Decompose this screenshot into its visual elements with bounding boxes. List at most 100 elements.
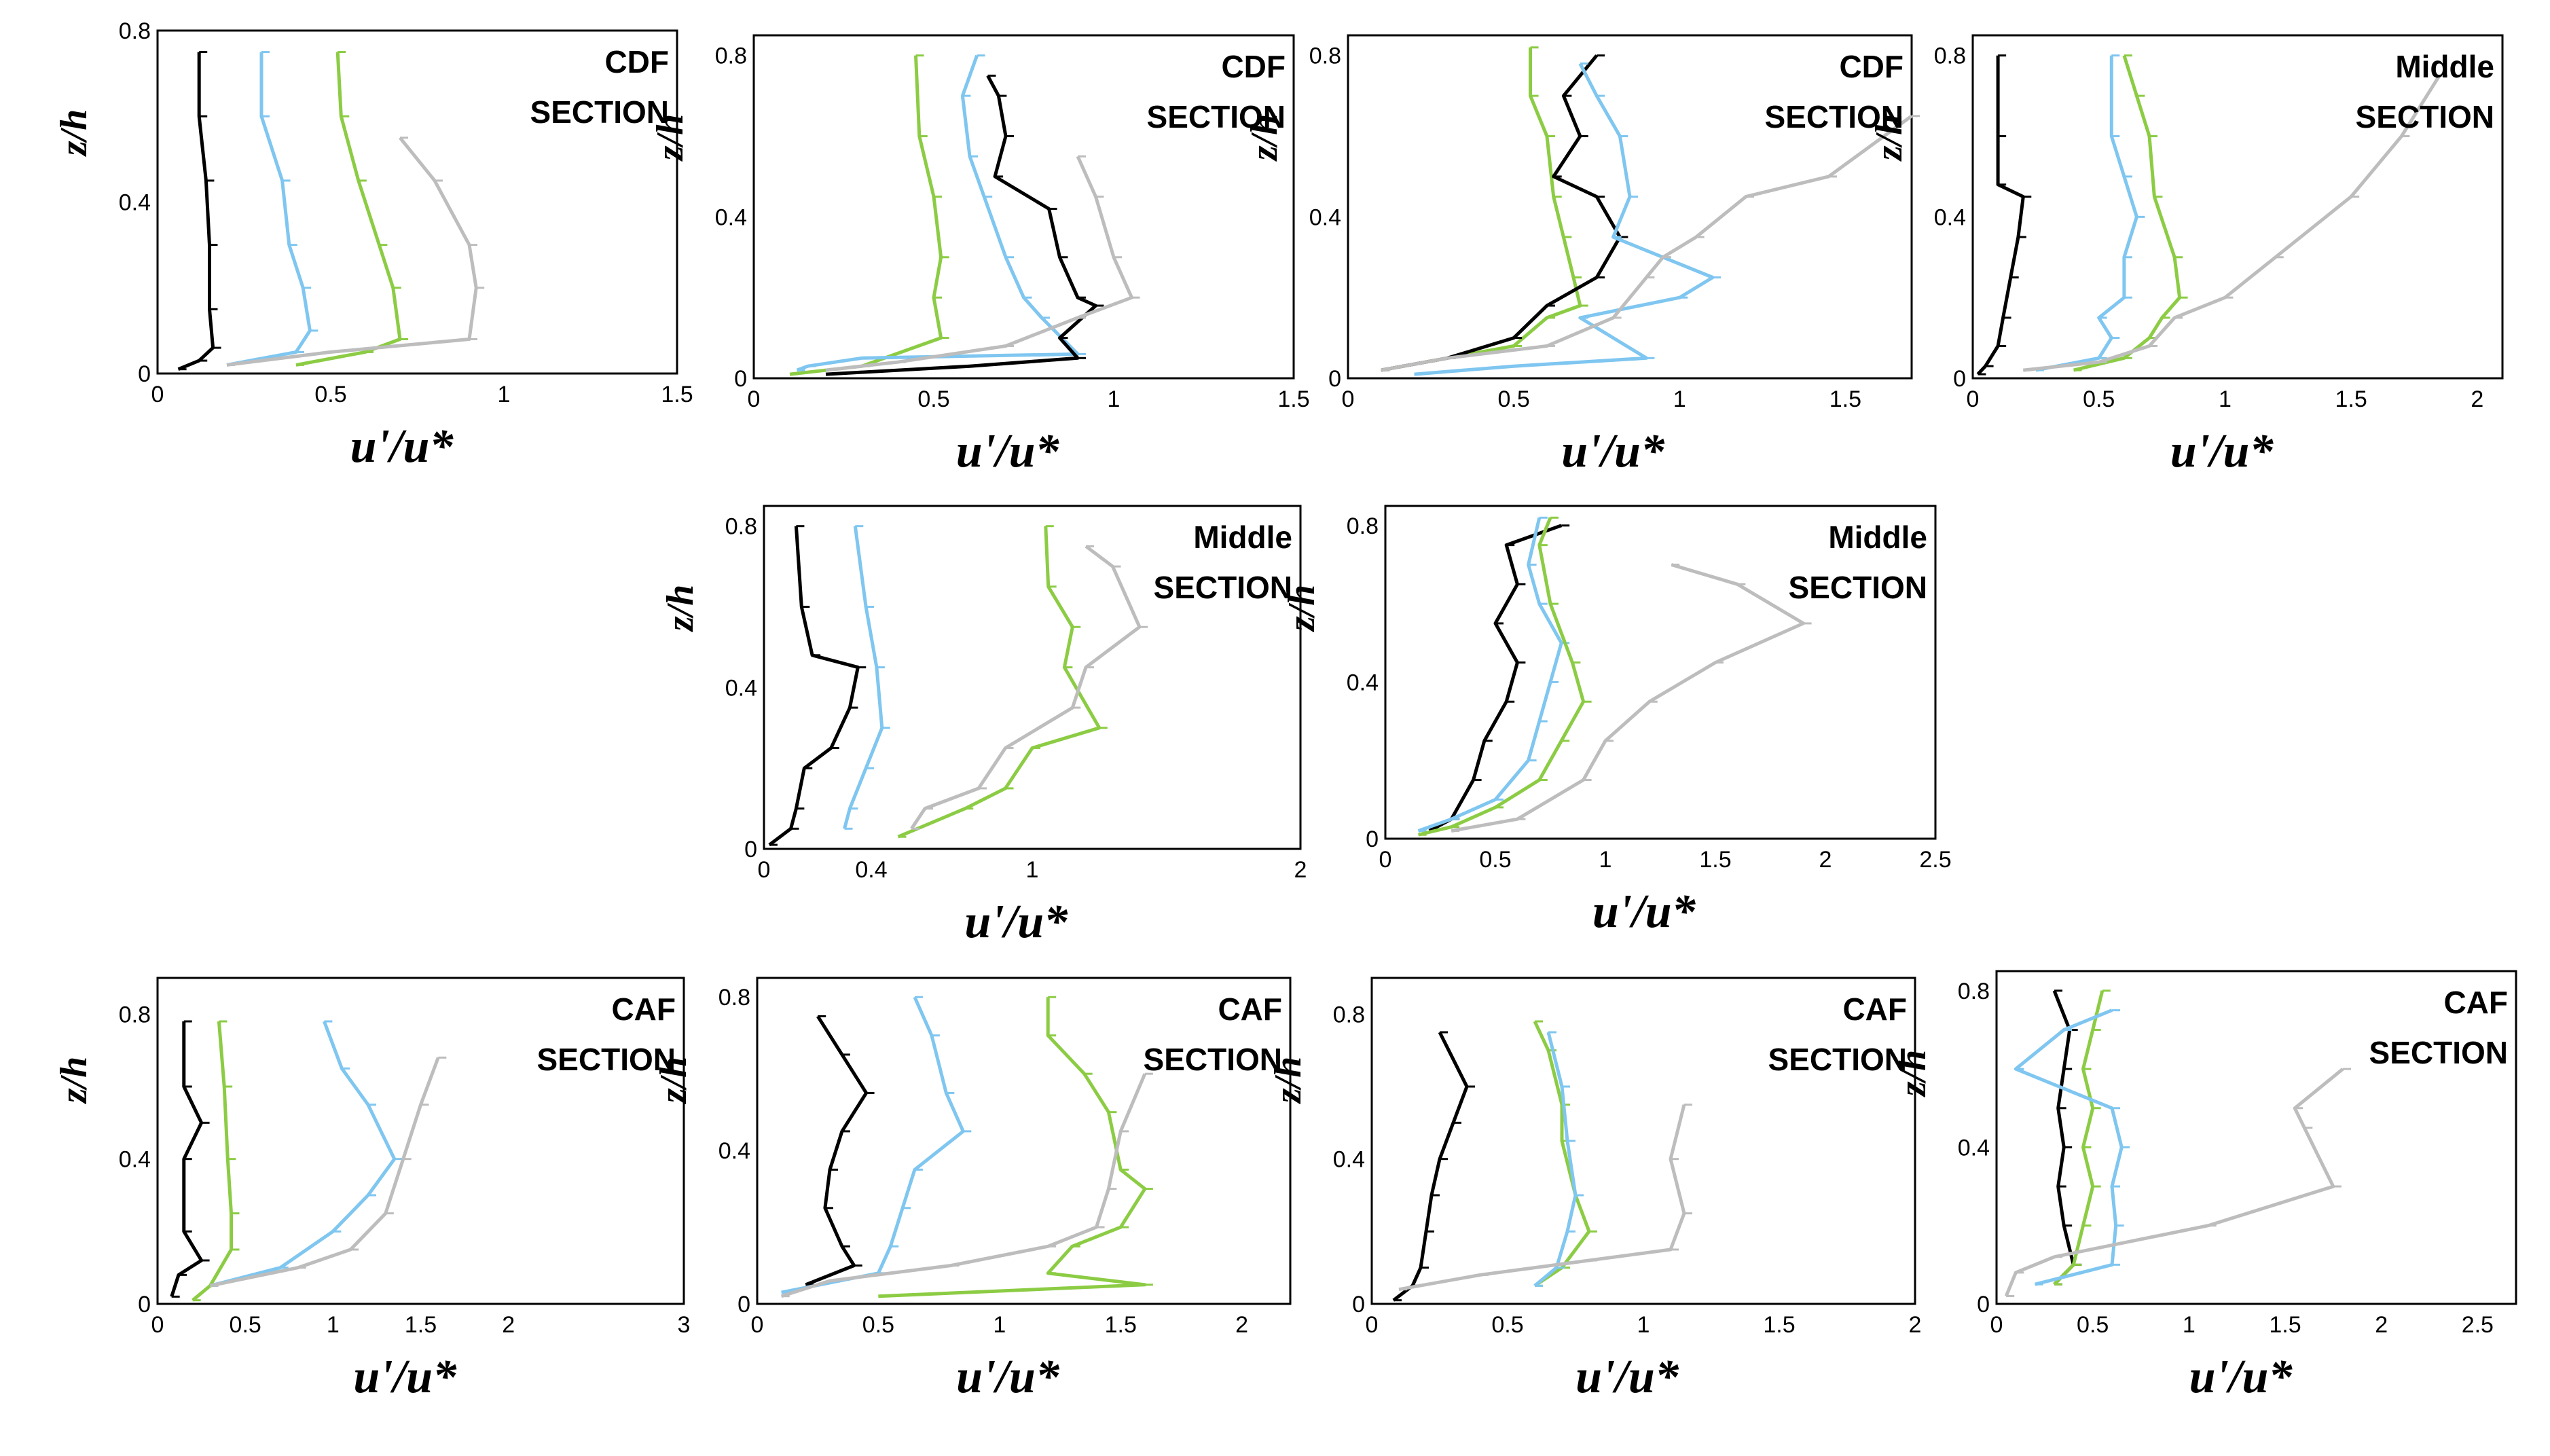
chart-panel: 0 0.5 1 1.5 0 0.4 0.8 CDF SECTION u'/u* z/h xyxy=(649,34,1310,477)
panel-label: Middle SECTION xyxy=(2356,49,2494,134)
panel-label-line: CDF xyxy=(604,44,669,79)
panel-label: CDF SECTION xyxy=(1765,49,1904,134)
panel-label: CAF SECTION xyxy=(2369,985,2508,1070)
x-tick-label: 1 xyxy=(2219,386,2232,412)
series-line-green xyxy=(789,55,943,376)
panel-label-line: Middle xyxy=(1193,520,1292,555)
series-line-gray xyxy=(780,1073,1147,1298)
x-tick-label: 2 xyxy=(1294,857,1307,883)
x-axis-label: u'/u* xyxy=(956,1351,1060,1403)
chart-panel: 0 0.5 1 1.5 2 0 0.4 0.8 CAF SECTION u'/u* z/h xyxy=(1267,977,1921,1403)
series-line-gray xyxy=(1381,114,1913,372)
x-tick-label: 0 xyxy=(151,1312,164,1338)
x-tick-label: 2 xyxy=(502,1312,515,1338)
panel-label: CAF SECTION xyxy=(1144,991,1282,1077)
x-tick-label: 0.5 xyxy=(230,1312,261,1338)
panel-label: CAF SECTION xyxy=(537,991,676,1077)
y-tick-label: 0 xyxy=(737,1292,750,1317)
x-tick-label: 0.5 xyxy=(1497,386,1529,412)
chart-panel: 0 0.4 1 2 0 0.4 0.8 Middle SECTION u'/u* z/h xyxy=(659,505,1307,948)
x-tick-label: 2 xyxy=(1819,847,1832,873)
x-tick-label: 2 xyxy=(2375,1312,2388,1338)
series-line-green xyxy=(1418,517,1586,837)
x-tick-label: 0.5 xyxy=(2083,386,2115,412)
chart-panel: 0 0.5 1 1.5 0 0.4 0.8 CDF SECTION u'/u* z/h xyxy=(53,18,693,473)
x-tick-label: 0 xyxy=(151,382,164,407)
y-tick-label: 0.4 xyxy=(119,1147,151,1173)
y-axis-label: z/h xyxy=(1267,1057,1309,1105)
x-tick-label: 1.5 xyxy=(2269,1312,2301,1338)
series-line-blue xyxy=(226,52,312,367)
y-tick-label: 0.4 xyxy=(1309,204,1341,230)
panel-label-line: SECTION xyxy=(2369,1035,2508,1070)
x-tick-label: 1 xyxy=(993,1312,1006,1338)
x-tick-label: 0 xyxy=(751,1312,764,1338)
plot-frame xyxy=(756,977,1292,1305)
y-axis-label: z/h xyxy=(653,1057,695,1105)
x-tick-label: 0.5 xyxy=(917,386,949,412)
y-tick-label: 0.4 xyxy=(1958,1135,1990,1161)
panel-label-line: CAF xyxy=(1218,991,1282,1027)
plot-frame xyxy=(156,977,685,1305)
plot-frame xyxy=(1370,977,1916,1305)
x-tick-label: 1 xyxy=(327,1312,340,1338)
series-line-blue xyxy=(1414,62,1715,376)
series-line-blue xyxy=(781,996,965,1294)
x-tick-label: 1.5 xyxy=(2335,386,2367,412)
panel-label-line: Middle xyxy=(2395,49,2494,84)
series-line-blue xyxy=(843,526,884,829)
y-tick-label: 0.8 xyxy=(1309,43,1341,69)
chart-panel: 0 0.5 1 1.5 0 0.4 0.8 CDF SECTION u'/u* z/h xyxy=(1243,34,1920,477)
y-axis-label: z/h xyxy=(1243,114,1286,162)
panel-label-line: SECTION xyxy=(1765,99,1904,134)
series-line-gray xyxy=(910,545,1142,830)
series-line-blue xyxy=(1417,517,1563,833)
x-tick-label: 1.5 xyxy=(1829,386,1861,412)
panel-label: CDF SECTION xyxy=(530,44,669,130)
x-tick-label: 0 xyxy=(1366,1312,1379,1338)
x-tick-label: 0.5 xyxy=(1479,847,1511,873)
panel-label-line: CDF xyxy=(1221,49,1286,84)
x-tick-label: 1 xyxy=(1026,857,1039,883)
x-tick-label: 1.5 xyxy=(1699,847,1731,873)
x-axis-label: u'/u* xyxy=(350,420,454,473)
y-axis-label: z/h xyxy=(1892,1050,1934,1098)
series-line-black xyxy=(1428,524,1563,833)
y-tick-label: 0.8 xyxy=(1347,513,1379,539)
plot-frame xyxy=(1347,34,1913,380)
y-axis-label: z/h xyxy=(53,109,95,158)
y-tick-label: 0 xyxy=(138,361,151,387)
chart-panel: 0 0.5 1 1.5 2 2.5 0 0.4 0.8 Middle SECTION u'/u* z/h xyxy=(1281,505,1952,938)
panel-label-line: SECTION xyxy=(2356,99,2494,134)
x-tick-label: 1 xyxy=(1673,386,1686,412)
x-axis-label: u'/u* xyxy=(353,1351,457,1403)
x-tick-label: 1 xyxy=(498,382,511,407)
x-tick-label: 2.5 xyxy=(2462,1312,2494,1338)
series-line-gray xyxy=(1398,1104,1686,1292)
plot-frame xyxy=(763,505,1302,850)
y-axis-label: z/h xyxy=(1868,114,1910,162)
series-line-black xyxy=(1976,55,2025,376)
chart-panel: 0 0.5 1 1.5 2 0 0.4 0.8 CAF SECTION u'/u* z/h xyxy=(653,977,1292,1403)
panel-label-line: SECTION xyxy=(1768,1042,1907,1077)
series-line-gray xyxy=(226,136,478,367)
x-axis-label: u'/u* xyxy=(1575,1351,1679,1403)
panel-label-line: SECTION xyxy=(1144,1042,1282,1077)
panel-label-line: Middle xyxy=(1828,520,1927,555)
plot-frame xyxy=(1995,970,2517,1305)
x-tick-label: 0 xyxy=(1379,847,1392,873)
plot-frame xyxy=(752,34,1295,380)
chart-panel: 0 0.5 1 1.5 2 3 0 0.4 0.8 CAF SECTION u'/u* z/h xyxy=(53,977,690,1403)
panel-label: CDF SECTION xyxy=(1147,49,1286,134)
chart-panel: 0 0.5 1 1.5 2 2.5 0 0.4 0.8 CAF SECTION u'/u* z/h xyxy=(1892,970,2517,1403)
panel-label-line: SECTION xyxy=(530,94,669,130)
y-tick-label: 0.8 xyxy=(725,514,757,540)
x-axis-label: u'/u* xyxy=(956,425,1060,477)
panel-label-line: CAF xyxy=(611,991,676,1027)
y-axis-label: z/h xyxy=(659,585,702,633)
x-axis-label: u'/u* xyxy=(964,896,1068,948)
y-tick-label: 0.8 xyxy=(119,1002,151,1027)
x-tick-label: 1 xyxy=(1599,847,1612,873)
x-tick-label: 0.4 xyxy=(855,857,887,883)
